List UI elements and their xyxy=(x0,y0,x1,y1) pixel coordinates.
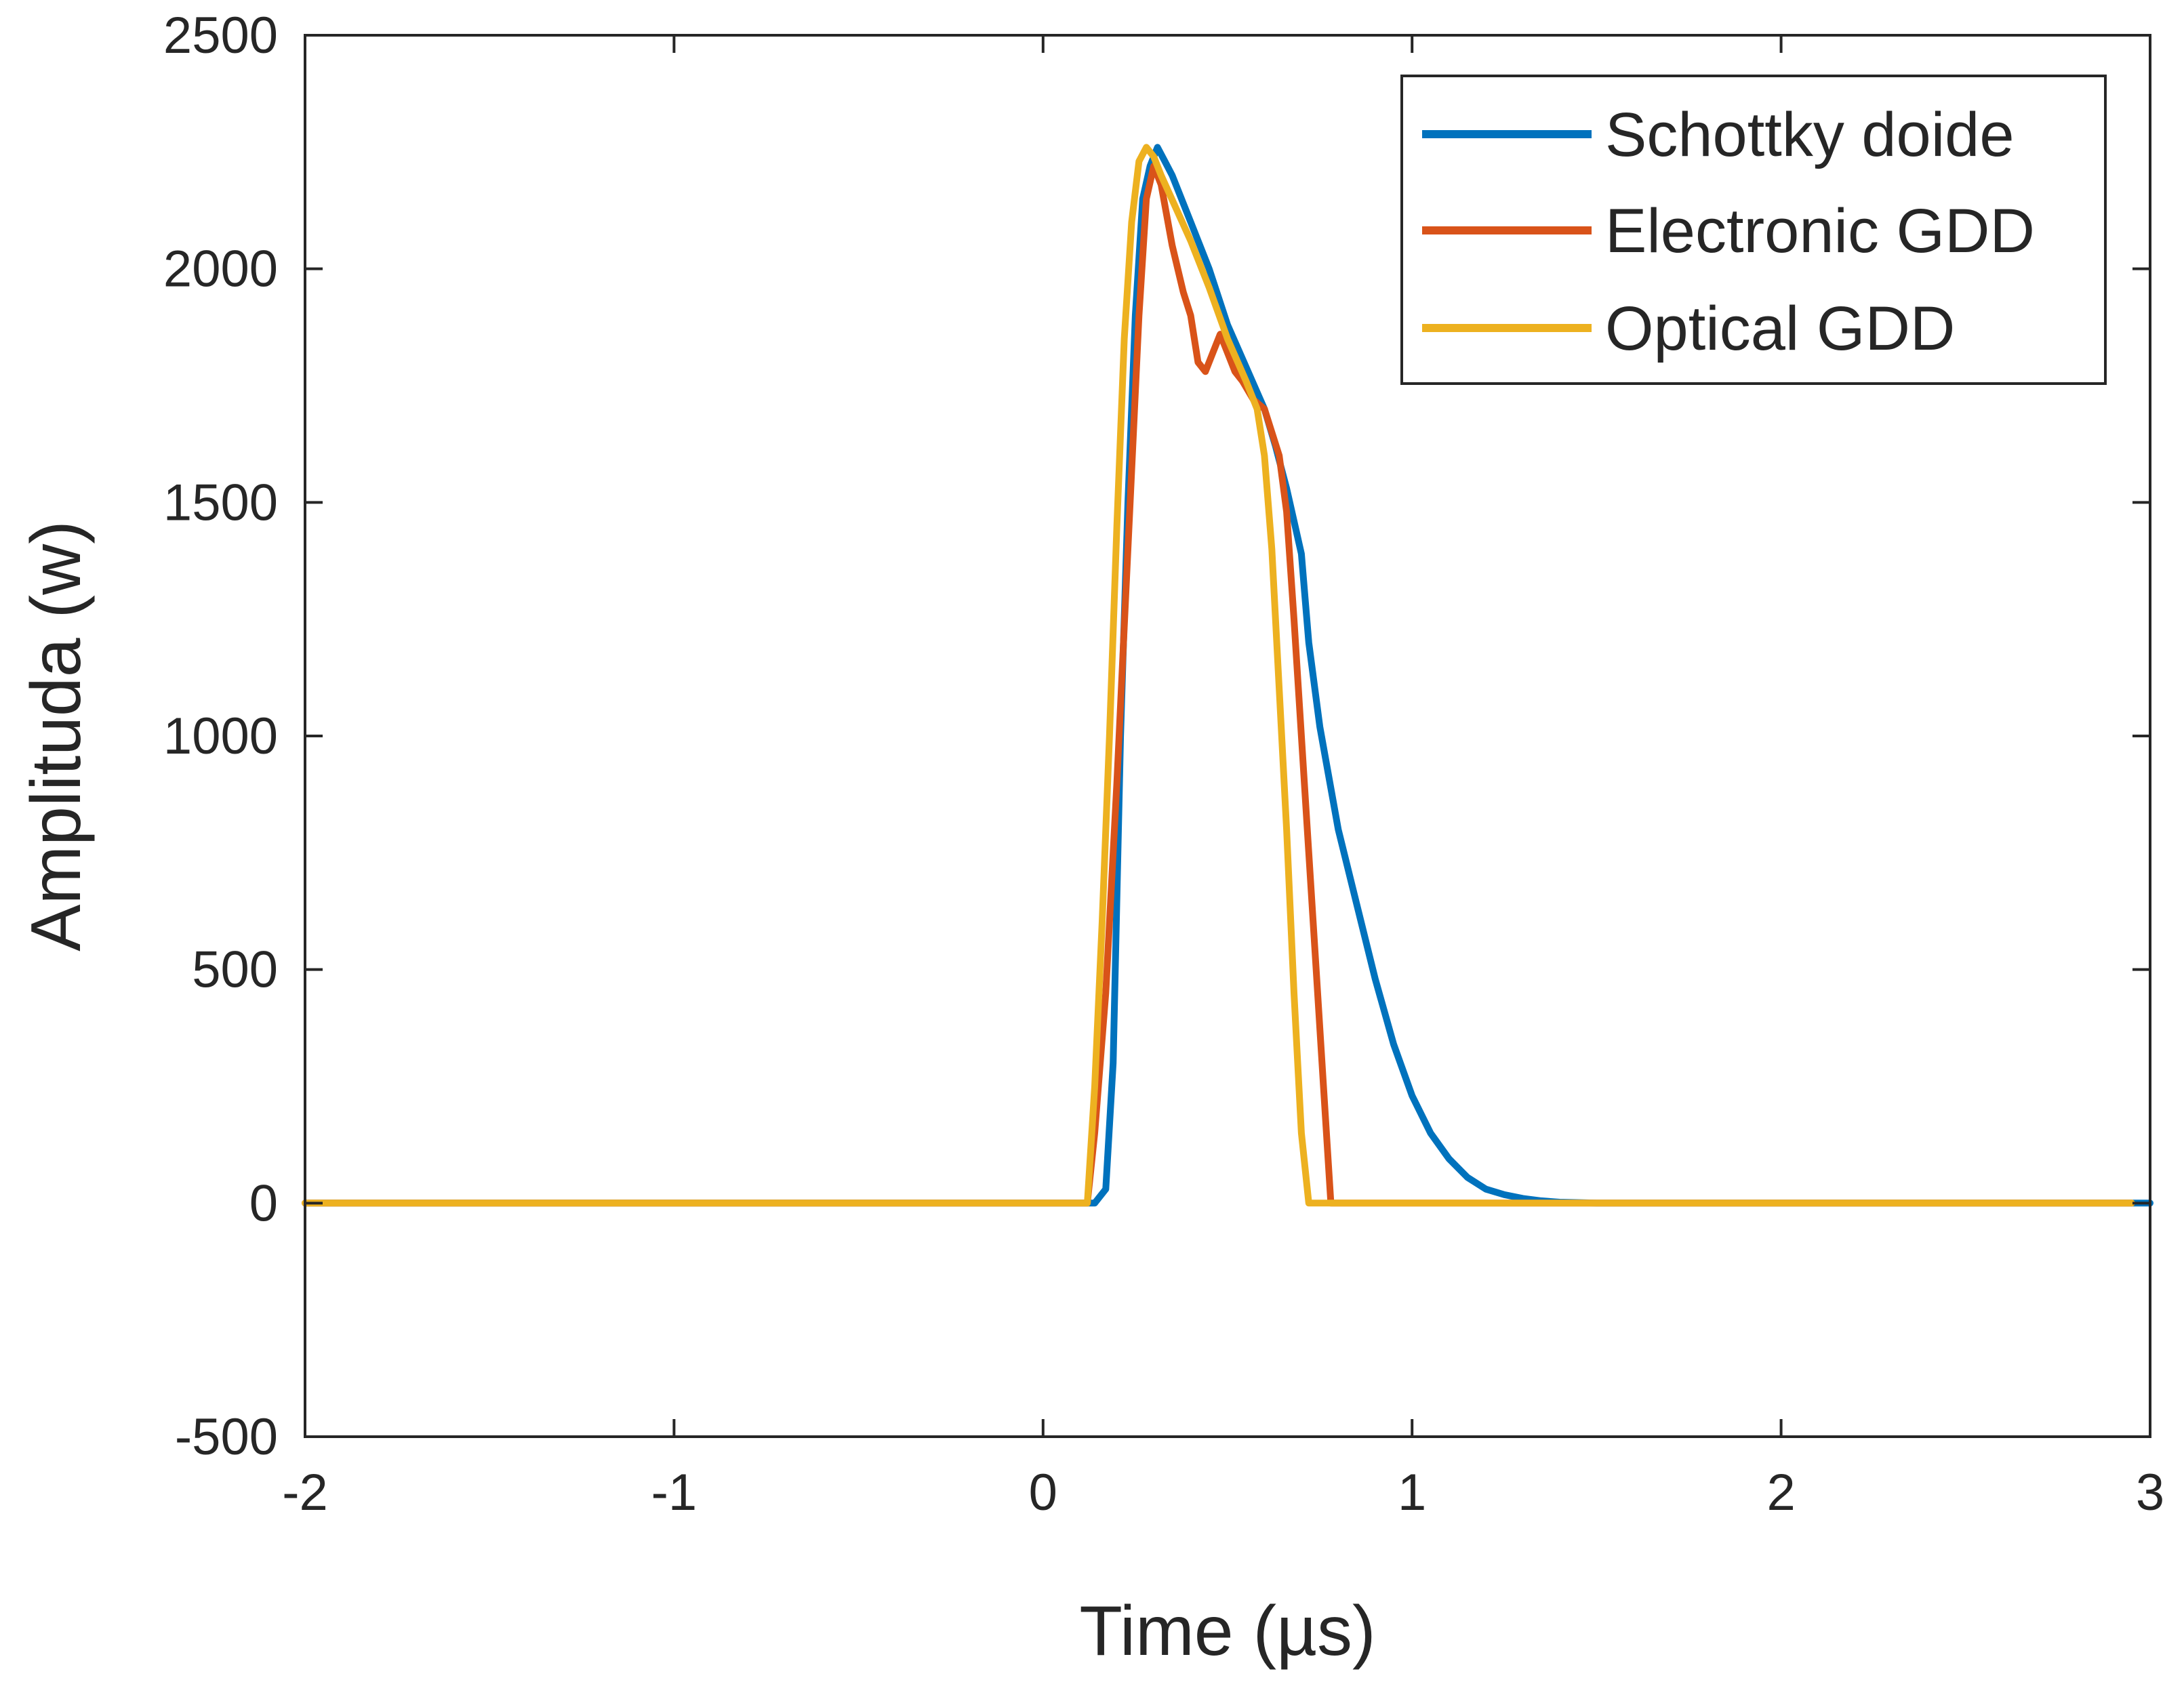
x-axis-title: Time (µs) xyxy=(1079,1592,1375,1671)
x-tick-label: -1 xyxy=(651,1464,697,1521)
x-tick-label: 2 xyxy=(1766,1464,1795,1521)
y-tick-label: 1500 xyxy=(163,474,278,531)
y-tick-label: 2500 xyxy=(163,7,278,64)
x-tick-label: -2 xyxy=(282,1464,328,1521)
ticks-layer: -2 -1 0 1 2 3 -500 0 500 1000 1500 2000 2500 xyxy=(163,7,2164,1521)
y-tick-label: 2000 xyxy=(163,241,278,298)
x-tick-label: 0 xyxy=(1029,1464,1057,1521)
series-line-electronic-gdd xyxy=(302,163,2135,1207)
x-tick-label: 1 xyxy=(1398,1464,1426,1521)
y-axis-title: Amplituda (w) xyxy=(17,520,96,951)
x-tick-label: 3 xyxy=(2136,1464,2164,1521)
legend-label-optical-gdd: Optical GDD xyxy=(1605,294,1955,363)
y-tick-label: 1000 xyxy=(163,708,278,765)
legend-label-electronic-gdd: Electronic GDD xyxy=(1605,197,2035,266)
legend: Schottky doide Electronic GDD Optical GD… xyxy=(1400,75,2107,385)
y-tick-label: -500 xyxy=(175,1408,278,1466)
series-layer xyxy=(302,144,2153,1207)
y-tick-label: 0 xyxy=(249,1174,278,1232)
series-line-optical-gdd xyxy=(302,144,2135,1207)
y-tick-label: 500 xyxy=(192,941,278,999)
legend-label-schottky: Schottky doide xyxy=(1605,100,2014,169)
series-line-schottky-doide xyxy=(302,144,2153,1207)
